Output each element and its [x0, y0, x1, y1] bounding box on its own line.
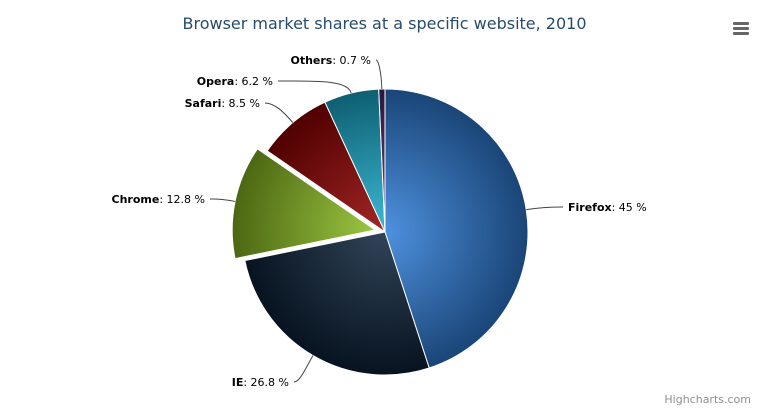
- data-label-firefox: Firefox: 45 %: [568, 201, 647, 214]
- connector-others: [375, 59, 383, 90]
- data-label-ie: IE: 26.8 %: [232, 376, 289, 389]
- hamburger-menu-icon[interactable]: [733, 22, 749, 36]
- pie-slice-ie[interactable]: [244, 231, 430, 376]
- data-label-chrome: Chrome: 12.8 %: [112, 193, 205, 206]
- chart-title: Browser market shares at a specific webs…: [182, 14, 587, 33]
- connector-chrome: [209, 198, 236, 202]
- data-label-others: Others: 0.7 %: [290, 54, 371, 67]
- pie-slice-firefox[interactable]: [384, 88, 529, 369]
- connector-firefox: [526, 206, 564, 211]
- pie-slice-others[interactable]: [378, 88, 386, 233]
- data-label-safari: Safari: 8.5 %: [185, 97, 260, 110]
- credits-link[interactable]: Highcharts.com: [664, 393, 751, 406]
- connector-opera: [277, 80, 352, 94]
- connector-ie: [293, 355, 314, 383]
- connector-safari: [264, 102, 294, 124]
- data-label-opera: Opera: 6.2 %: [197, 75, 273, 88]
